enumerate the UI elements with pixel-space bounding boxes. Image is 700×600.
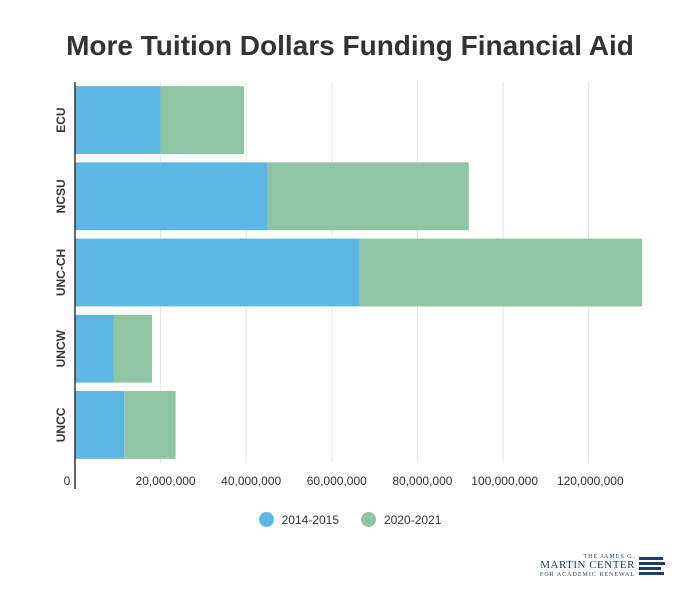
logo-line-3: FOR ACADEMIC RENEWAL [539, 571, 635, 578]
category-label: NCSU [54, 179, 68, 213]
legend: 2014-2015 2020-2021 [0, 512, 700, 527]
logo-line-1: THE JAMES G. [583, 553, 635, 560]
legend-swatch-2020-2021 [361, 512, 376, 527]
x-tick-label: 20,000,000 [136, 474, 196, 488]
chart-title: More Tuition Dollars Funding Financial A… [66, 30, 634, 61]
x-tick-label: 100,000,000 [471, 474, 538, 488]
x-tick-label: 0 [64, 474, 71, 488]
x-tick-label: 120,000,000 [557, 474, 624, 488]
books-icon [639, 556, 665, 575]
bar-ecu-2020-2021 [160, 86, 245, 155]
legend-item-2020-2021[interactable]: 2020-2021 [361, 512, 441, 527]
legend-label-2014-2015: 2014-2015 [281, 512, 339, 527]
bar-uncw-2020-2021 [113, 314, 153, 383]
x-tick-label: 80,000,000 [392, 474, 452, 488]
bar-chart: 0 20,000,000 40,000,000 60,000,000 80,000,00… [54, 82, 643, 489]
bar-uncw-2014-2015 [75, 314, 114, 383]
category-label: ECU [54, 107, 68, 132]
logo-line-2: MARTIN CENTER [540, 559, 635, 572]
bar-ncsu-2020-2021 [267, 162, 469, 231]
legend-item-2014-2015[interactable]: 2014-2015 [258, 512, 339, 527]
x-tick-label: 40,000,000 [221, 474, 281, 488]
category-label: UNCW [54, 329, 68, 367]
x-tick-label: 60,000,000 [307, 474, 367, 488]
category-label: UNC-CH [54, 249, 68, 296]
bar-ecu-2014-2015 [75, 86, 161, 155]
bar-unc-ch-2020-2021 [359, 238, 643, 307]
legend-label-2020-2021: 2020-2021 [384, 512, 442, 527]
bar-uncc-2020-2021 [124, 390, 176, 459]
bar-uncc-2014-2015 [75, 390, 125, 459]
bar-ncsu-2014-2015 [75, 162, 268, 231]
legend-swatch-2014-2015 [258, 512, 274, 527]
martin-center-logo: THE JAMES G. MARTIN CENTER FOR ACADEMIC … [540, 554, 665, 578]
category-label: UNCC [54, 407, 68, 442]
bar-unc-ch-2014-2015 [75, 238, 360, 307]
